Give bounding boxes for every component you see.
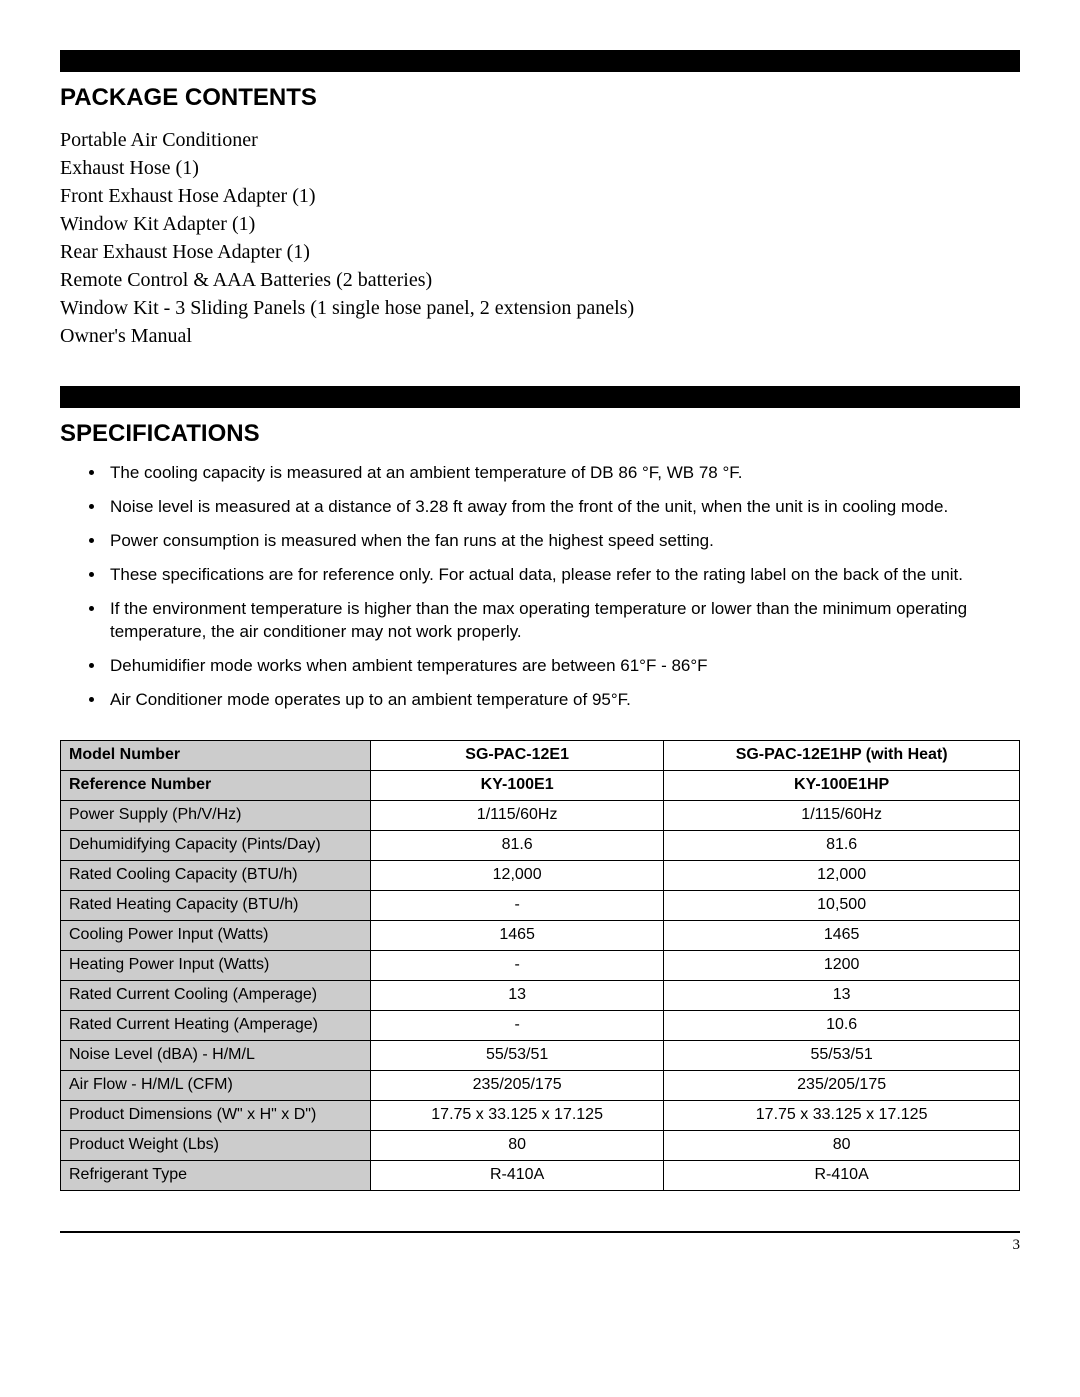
- table-cell-label: Rated Current Heating (Amperage): [61, 1010, 371, 1040]
- table-cell-value: 1200: [664, 950, 1020, 980]
- table-row: Rated Current Cooling (Amperage)1313: [61, 980, 1020, 1010]
- list-item: Rear Exhaust Hose Adapter (1): [60, 238, 1020, 266]
- table-row: Dehumidifying Capacity (Pints/Day)81.681…: [61, 830, 1020, 860]
- table-cell-value: 1465: [664, 920, 1020, 950]
- table-row: Refrigerant TypeR-410AR-410A: [61, 1160, 1020, 1190]
- list-item: Owner's Manual: [60, 322, 1020, 350]
- table-row: Rated Current Heating (Amperage)-10.6: [61, 1010, 1020, 1040]
- list-item: Noise level is measured at a distance of…: [106, 496, 1020, 519]
- table-cell-value: R-410A: [664, 1160, 1020, 1190]
- list-item: Air Conditioner mode operates up to an a…: [106, 689, 1020, 712]
- table-cell-value: 1/115/60Hz: [664, 800, 1020, 830]
- table-cell-value: R-410A: [371, 1160, 664, 1190]
- table-row: Air Flow - H/M/L (CFM)235/205/175235/205…: [61, 1070, 1020, 1100]
- list-item: The cooling capacity is measured at an a…: [106, 462, 1020, 485]
- table-cell-value: 13: [664, 980, 1020, 1010]
- table-header-row: Reference NumberKY-100E1KY-100E1HP: [61, 770, 1020, 800]
- list-item: Front Exhaust Hose Adapter (1): [60, 182, 1020, 210]
- table-cell-value: SG-PAC-12E1: [371, 740, 664, 770]
- table-cell-value: 55/53/51: [664, 1040, 1020, 1070]
- specifications-heading: SPECIFICATIONS: [60, 420, 1020, 448]
- table-cell-label: Heating Power Input (Watts): [61, 950, 371, 980]
- specifications-notes: The cooling capacity is measured at an a…: [60, 462, 1020, 712]
- table-cell-value: 1/115/60Hz: [371, 800, 664, 830]
- table-cell-label: Noise Level (dBA) - H/M/L: [61, 1040, 371, 1070]
- table-row: Heating Power Input (Watts)-1200: [61, 950, 1020, 980]
- page-number: 3: [1013, 1237, 1021, 1253]
- list-item: Remote Control & AAA Batteries (2 batter…: [60, 266, 1020, 294]
- table-cell-value: KY-100E1: [371, 770, 664, 800]
- list-item: Window Kit Adapter (1): [60, 210, 1020, 238]
- table-cell-value: 13: [371, 980, 664, 1010]
- list-item: If the environment temperature is higher…: [106, 598, 1020, 644]
- table-cell-label: Rated Heating Capacity (BTU/h): [61, 890, 371, 920]
- table-cell-value: 12,000: [371, 860, 664, 890]
- table-cell-value: 10.6: [664, 1010, 1020, 1040]
- package-contents-heading: PACKAGE CONTENTS: [60, 84, 1020, 112]
- list-item: Exhaust Hose (1): [60, 154, 1020, 182]
- table-cell-value: 17.75 x 33.125 x 17.125: [664, 1100, 1020, 1130]
- table-cell-label: Rated Cooling Capacity (BTU/h): [61, 860, 371, 890]
- table-cell-value: 235/205/175: [371, 1070, 664, 1100]
- table-row: Power Supply (Ph/V/Hz)1/115/60Hz1/115/60…: [61, 800, 1020, 830]
- table-cell-value: 81.6: [664, 830, 1020, 860]
- table-cell-label: Cooling Power Input (Watts): [61, 920, 371, 950]
- table-cell-value: 12,000: [664, 860, 1020, 890]
- manual-page: PACKAGE CONTENTS Portable Air Conditione…: [0, 0, 1080, 1274]
- list-item: These specifications are for reference o…: [106, 564, 1020, 587]
- table-cell-value: 1465: [371, 920, 664, 950]
- table-header-row: Model NumberSG-PAC-12E1SG-PAC-12E1HP (wi…: [61, 740, 1020, 770]
- table-cell-label: Model Number: [61, 740, 371, 770]
- list-item: Portable Air Conditioner: [60, 126, 1020, 154]
- package-contents-list: Portable Air Conditioner Exhaust Hose (1…: [60, 126, 1020, 350]
- table-row: Rated Cooling Capacity (BTU/h)12,00012,0…: [61, 860, 1020, 890]
- table-cell-label: Air Flow - H/M/L (CFM): [61, 1070, 371, 1100]
- list-item: Window Kit - 3 Sliding Panels (1 single …: [60, 294, 1020, 322]
- table-cell-value: SG-PAC-12E1HP (with Heat): [664, 740, 1020, 770]
- table-row: Product Dimensions (W" x H" x D")17.75 x…: [61, 1100, 1020, 1130]
- divider-bar: [60, 50, 1020, 72]
- table-row: Cooling Power Input (Watts)14651465: [61, 920, 1020, 950]
- table-cell-value: -: [371, 1010, 664, 1040]
- page-footer: 3: [60, 1231, 1020, 1254]
- table-row: Noise Level (dBA) - H/M/L55/53/5155/53/5…: [61, 1040, 1020, 1070]
- specifications-table: Model NumberSG-PAC-12E1SG-PAC-12E1HP (wi…: [60, 740, 1020, 1191]
- divider-bar: [60, 386, 1020, 408]
- table-cell-value: 80: [664, 1130, 1020, 1160]
- list-item: Dehumidifier mode works when ambient tem…: [106, 655, 1020, 678]
- table-cell-value: 10,500: [664, 890, 1020, 920]
- table-row: Product Weight (Lbs)8080: [61, 1130, 1020, 1160]
- table-cell-value: -: [371, 950, 664, 980]
- table-cell-value: 17.75 x 33.125 x 17.125: [371, 1100, 664, 1130]
- table-cell-value: 81.6: [371, 830, 664, 860]
- table-cell-label: Rated Current Cooling (Amperage): [61, 980, 371, 1010]
- table-cell-value: 55/53/51: [371, 1040, 664, 1070]
- table-cell-label: Dehumidifying Capacity (Pints/Day): [61, 830, 371, 860]
- table-cell-value: KY-100E1HP: [664, 770, 1020, 800]
- table-cell-value: 80: [371, 1130, 664, 1160]
- table-cell-label: Power Supply (Ph/V/Hz): [61, 800, 371, 830]
- table-cell-value: 235/205/175: [664, 1070, 1020, 1100]
- table-cell-label: Refrigerant Type: [61, 1160, 371, 1190]
- table-cell-value: -: [371, 890, 664, 920]
- list-item: Power consumption is measured when the f…: [106, 530, 1020, 553]
- table-cell-label: Product Dimensions (W" x H" x D"): [61, 1100, 371, 1130]
- table-row: Rated Heating Capacity (BTU/h)-10,500: [61, 890, 1020, 920]
- table-cell-label: Product Weight (Lbs): [61, 1130, 371, 1160]
- table-cell-label: Reference Number: [61, 770, 371, 800]
